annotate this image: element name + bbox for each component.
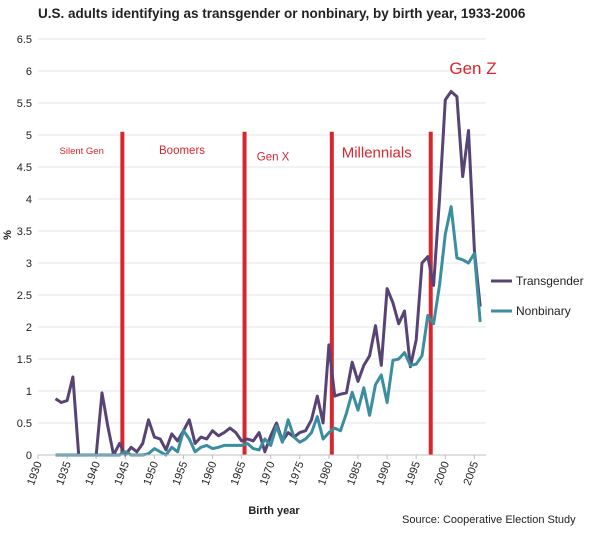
- x-tick-label: 1980: [316, 460, 336, 487]
- x-tick-label: 1950: [142, 460, 162, 487]
- y-tick-label: 6.5: [17, 34, 32, 46]
- y-tick-label: 5: [26, 130, 32, 142]
- y-tick-label: 5.5: [17, 98, 32, 110]
- generation-label: Gen Z: [449, 59, 496, 78]
- y-tick-label: 0.5: [17, 418, 32, 430]
- x-tick-label: 1965: [229, 460, 249, 487]
- chart-title: U.S. adults identifying as transgender o…: [38, 6, 526, 21]
- source-note: Source: Cooperative Election Study: [402, 514, 576, 526]
- y-tick-label: 2.5: [17, 290, 32, 302]
- y-tick-label: 6: [26, 66, 32, 78]
- generation-labels: Silent Gen Boomers Gen X Millennials Gen Z: [60, 59, 497, 163]
- x-tick-label: 1970: [258, 460, 278, 487]
- y-tick-label: 4: [26, 194, 32, 206]
- generation-dividers: [120, 131, 433, 455]
- x-tick-label: 1995: [403, 460, 423, 487]
- y-axis-ticks: 0 0.5 1 1.5 2 2.5 3 3.5 4 4.5 5 5.5 6 6.5: [17, 34, 32, 462]
- y-axis-label: %: [2, 230, 14, 240]
- x-tick-label: 1955: [171, 460, 191, 487]
- generation-label: Millennials: [342, 144, 412, 161]
- y-grid-lines: [38, 38, 486, 424]
- x-tick-label: 1930: [25, 460, 45, 487]
- generation-label: Boomers: [159, 145, 205, 157]
- x-tick-label: 1975: [287, 460, 307, 487]
- generation-label: Gen X: [257, 152, 290, 164]
- x-tick-label: 1960: [200, 460, 220, 487]
- y-tick-label: 0: [26, 450, 32, 462]
- generation-label: Silent Gen: [60, 146, 104, 157]
- x-axis-label: Birth year: [248, 505, 300, 517]
- series-line-nonbinary: [55, 205, 482, 457]
- series-line-transgender: [54, 90, 482, 457]
- series-lines: [54, 90, 482, 457]
- x-tick-label: 1940: [83, 460, 103, 487]
- x-tick-label: 1985: [345, 460, 365, 487]
- x-tick-label: 1990: [374, 460, 394, 487]
- y-tick-label: 1.5: [17, 354, 32, 366]
- x-tick-label: 2000: [432, 460, 452, 487]
- x-tick-label: 1935: [54, 460, 74, 487]
- y-tick-label: 4.5: [17, 162, 32, 174]
- x-axis-ticks: 1930 1935 1940 1945 1950 1955 1960 1965 1970 1975…: [25, 455, 481, 487]
- legend-label: Transgender: [516, 274, 584, 288]
- y-tick-label: 3: [26, 258, 32, 270]
- y-tick-label: 2: [26, 322, 32, 334]
- y-tick-label: 1: [26, 386, 32, 398]
- legend: Transgender Nonbinary: [491, 274, 584, 318]
- legend-label: Nonbinary: [516, 304, 571, 318]
- x-tick-label: 2005: [462, 460, 482, 487]
- x-tick-label: 1945: [112, 460, 132, 487]
- y-tick-label: 3.5: [17, 226, 32, 238]
